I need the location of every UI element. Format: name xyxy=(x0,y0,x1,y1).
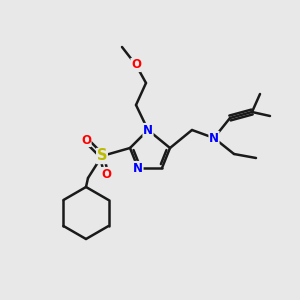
Text: O: O xyxy=(101,167,111,181)
Text: N: N xyxy=(209,131,219,145)
Text: N: N xyxy=(133,161,143,175)
Text: N: N xyxy=(143,124,153,136)
Text: O: O xyxy=(81,134,91,146)
Text: O: O xyxy=(131,58,141,71)
Text: S: S xyxy=(97,148,107,164)
